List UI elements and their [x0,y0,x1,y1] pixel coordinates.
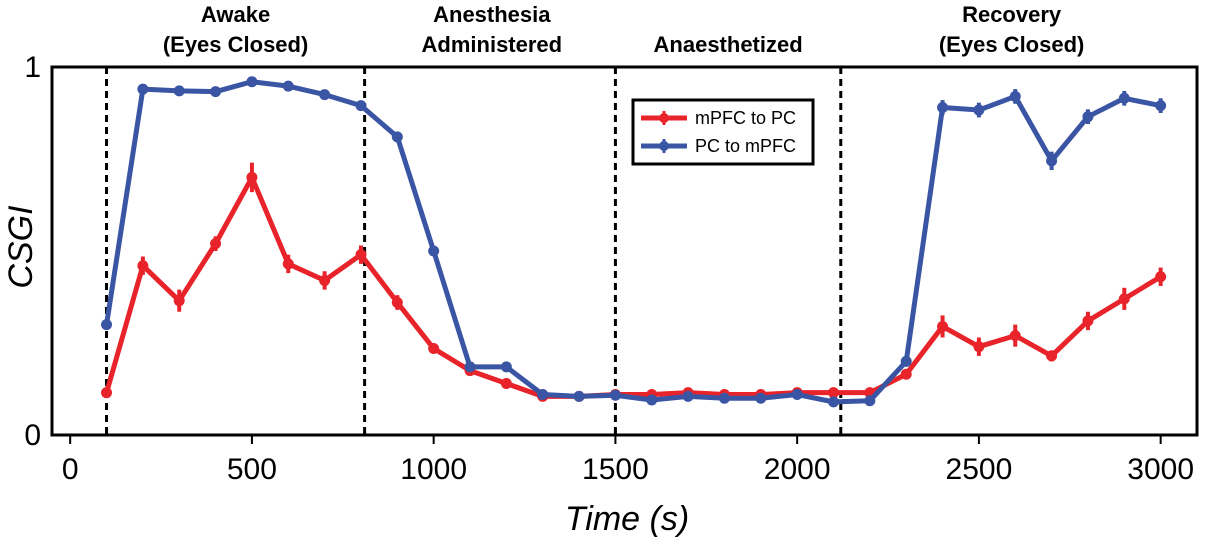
data-point [718,392,730,404]
data-point [137,83,149,95]
data-point [609,389,621,401]
data-point [1155,271,1167,283]
legend-box [631,98,815,166]
y-axis-ticks: 01 [24,51,41,452]
data-point [1009,90,1021,102]
x-tick-label: 1000 [400,453,467,486]
data-point [137,260,149,272]
data-point [101,387,113,399]
x-tick-label: 3000 [1127,453,1194,486]
data-point [828,396,840,408]
data-point [355,249,367,261]
phase-label: Anaesthetized [654,32,803,57]
legend-label: PC to mPFC [695,136,796,156]
data-point [391,297,403,309]
legend-label: mPFC to PC [695,108,796,128]
phase-label: (Eyes Closed) [939,32,1085,57]
data-point [973,341,985,353]
data-point [537,389,549,401]
data-point [900,355,912,367]
x-axis-title: Time (s) [565,500,689,538]
x-tick-label: 2500 [946,453,1013,486]
phase-label: Awake [201,2,270,27]
data-point [791,389,803,401]
data-point [1118,293,1130,305]
data-point [500,361,512,373]
x-tick-label: 0 [62,453,79,486]
plot-frame [50,65,1199,437]
x-tick-label: 1500 [582,453,649,486]
data-point [210,238,222,250]
data-point [282,80,294,92]
phase-label: Recovery [962,2,1062,27]
data-point [937,320,949,332]
series-line [104,174,1164,399]
data-point [1046,350,1058,362]
data-point [1082,111,1094,123]
legend-swatch-marker [659,141,669,151]
data-point [282,258,294,270]
data-point [101,319,113,331]
y-tick-label: 0 [24,419,41,452]
series-line [104,79,1164,405]
data-point [500,377,512,389]
data-point [355,100,367,112]
data-point [173,85,185,97]
data-point [319,89,331,101]
data-point [1082,315,1094,327]
data-point [973,104,985,116]
data-point [573,390,585,402]
data-point [319,274,331,286]
phase-dividers [105,67,843,435]
phase-labels: Awake (Eyes Closed) Anesthesia Administered… [163,2,1085,57]
x-tick-label: 500 [227,453,277,486]
series-layer [101,76,1167,408]
phase-label: (Eyes Closed) [163,32,309,57]
data-point [246,171,258,183]
y-axis-title: CSGI [2,205,40,289]
data-point [755,392,767,404]
data-point [1118,92,1130,104]
data-point [210,86,222,98]
x-axis-ticks: 0 500 1000 1500 2000 2500 3000 [62,435,1194,486]
data-point [428,343,440,355]
y-tick-label: 1 [24,51,41,84]
x-tick-label: 2000 [764,453,831,486]
data-point [464,361,476,373]
data-point [173,295,185,307]
data-point [391,131,403,143]
legend-swatch-marker [659,113,669,123]
data-point [828,387,840,399]
data-point [682,390,694,402]
data-point [1046,155,1058,167]
phase-label: Administered [422,32,563,57]
data-point [1155,100,1167,112]
legend: mPFC to PC PC to mPFC [631,98,815,166]
phase-label: Anesthesia [433,2,551,27]
data-point [937,101,949,113]
data-point [646,394,658,406]
data-point [246,76,258,88]
data-point [864,395,876,407]
data-point [428,245,440,257]
data-point [900,368,912,380]
data-point [1009,330,1021,342]
